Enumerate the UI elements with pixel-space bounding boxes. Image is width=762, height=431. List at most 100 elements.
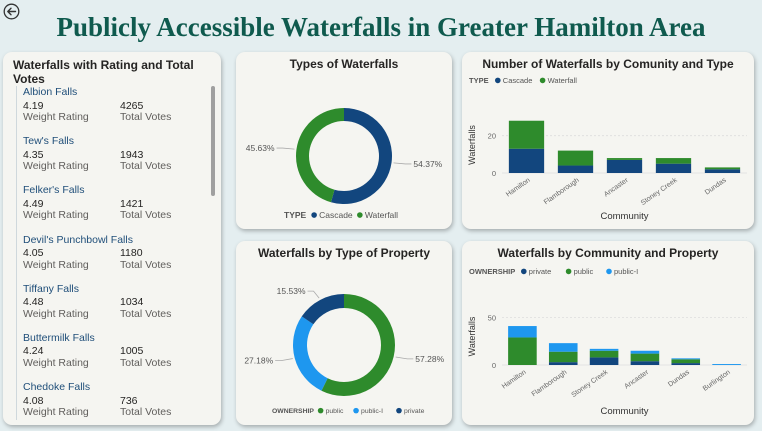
legend-label: Waterfall bbox=[365, 210, 398, 220]
votes-value: 4265 bbox=[120, 99, 144, 112]
leader-line bbox=[275, 358, 293, 362]
waterfall-list[interactable]: Albion Falls 4.19 4265 Weight Rating Total V… bbox=[16, 86, 206, 420]
legend-title: TYPE bbox=[284, 210, 307, 220]
votes-label: Total Votes bbox=[120, 356, 172, 369]
bar-segment bbox=[606, 158, 643, 160]
legend-label: private bbox=[404, 408, 425, 415]
rating-value: 4.49 bbox=[23, 197, 44, 210]
list-item[interactable]: Felker's Falls 4.49 1421 Weight Rating Total… bbox=[16, 184, 206, 234]
waterfall-name: Tew's Falls bbox=[23, 135, 75, 148]
legend-marker bbox=[565, 268, 572, 275]
votes-value: 1943 bbox=[120, 148, 144, 161]
bar-segment bbox=[508, 120, 545, 149]
x-axis-label: Community bbox=[600, 211, 648, 222]
bar-segment bbox=[655, 158, 692, 164]
rating-value: 4.08 bbox=[23, 394, 44, 407]
bar-segment bbox=[630, 353, 660, 362]
values-row: 4.24 1005 bbox=[23, 346, 206, 358]
list-item[interactable]: Buttermilk Falls 4.24 1005 Weight Rating Tot… bbox=[16, 331, 206, 382]
votes-value: 1421 bbox=[120, 197, 144, 210]
x-tick-label: Stoney Creek bbox=[640, 177, 679, 207]
data-label: 57.28% bbox=[415, 354, 444, 364]
waterfall-name: Albion Falls bbox=[23, 86, 78, 98]
legend-marker bbox=[495, 77, 501, 84]
bar-segment bbox=[630, 350, 660, 354]
legend-label: Cascade bbox=[319, 210, 353, 220]
bar-segment bbox=[508, 337, 537, 365]
x-tick-label: Hamilton bbox=[505, 177, 532, 199]
x-tick-label: Dundas bbox=[704, 177, 728, 197]
labels-row: Weight Rating Total Votes bbox=[23, 258, 206, 272]
rating-value: 4.24 bbox=[23, 345, 44, 358]
bar-segment bbox=[589, 350, 619, 358]
community-type-bar-chart: TYPE Cascade Waterfall 0 20 Hamilton Flamborou… bbox=[467, 76, 747, 222]
rating-label: Weight Rating bbox=[23, 406, 89, 419]
donut-slice bbox=[330, 108, 392, 204]
legend-title: OWNERSHIP bbox=[272, 408, 314, 415]
list-scrollbar[interactable] bbox=[211, 86, 215, 196]
data-label: 45.63% bbox=[246, 143, 275, 153]
rating-value: 4.35 bbox=[23, 148, 44, 161]
rating-label: Weight Rating bbox=[23, 209, 89, 222]
legend-label: public bbox=[326, 408, 344, 415]
rating-label: Weight Rating bbox=[23, 258, 89, 271]
rating-label: Weight Rating bbox=[23, 111, 89, 123]
legend-marker bbox=[521, 268, 527, 275]
rating-label: Weight Rating bbox=[23, 307, 89, 320]
votes-value: 1005 bbox=[120, 345, 144, 358]
leader-line bbox=[307, 290, 320, 299]
leader-line bbox=[276, 147, 295, 150]
list-item[interactable]: Chedoke Falls 4.08 736 Weight Rating Total V… bbox=[16, 381, 206, 420]
legend-label: Cascade bbox=[503, 76, 533, 85]
y-axis-label: Waterfalls bbox=[467, 316, 477, 356]
chart-title: Types of Waterfalls bbox=[289, 57, 399, 71]
rating-label: Weight Rating bbox=[23, 356, 89, 369]
back-arrow-icon bbox=[3, 3, 20, 20]
votes-label: Total Votes bbox=[120, 111, 172, 123]
votes-label: Total Votes bbox=[120, 209, 172, 222]
bar-segment bbox=[548, 362, 578, 365]
community-property-chart-card: Waterfalls by Community and Property OWN… bbox=[462, 241, 754, 425]
votes-value: 1034 bbox=[120, 296, 144, 309]
list-item[interactable]: Tew's Falls 4.35 1943 Weight Rating Total Vo… bbox=[16, 135, 206, 185]
bar-segment bbox=[630, 361, 660, 365]
votes-label: Total Votes bbox=[120, 406, 172, 419]
list-item[interactable]: Tiffany Falls 4.48 1034 Weight Rating Total … bbox=[16, 282, 206, 332]
votes-value: 1180 bbox=[120, 247, 143, 260]
types-chart-card: Types of Waterfalls 54.37% 45.63% TYPE Casc… bbox=[236, 52, 452, 229]
x-tick-label: Ancaster bbox=[603, 177, 630, 199]
back-button[interactable] bbox=[3, 3, 20, 20]
list-item[interactable]: Albion Falls 4.19 4265 Weight Rating Total V… bbox=[16, 86, 206, 136]
leader-line bbox=[393, 162, 412, 165]
values-row: 4.35 1943 bbox=[23, 148, 206, 162]
votes-label: Total Votes bbox=[120, 160, 172, 173]
rating-value: 4.05 bbox=[23, 247, 44, 260]
x-tick-label: Flamborough bbox=[543, 177, 581, 206]
page-title: Publicly Accessible Waterfalls in Greate… bbox=[56, 12, 706, 42]
bar-segment bbox=[548, 343, 578, 352]
bar-segment bbox=[508, 148, 545, 173]
data-label: 54.37% bbox=[413, 159, 442, 169]
legend-marker bbox=[311, 212, 317, 218]
data-label: 15.53% bbox=[277, 286, 306, 296]
legend-title: TYPE bbox=[469, 76, 489, 85]
y-tick-label: 0 bbox=[492, 361, 496, 370]
bar-segment bbox=[712, 364, 741, 365]
labels-row: Weight Rating Total Votes bbox=[23, 307, 206, 321]
legend-label: public-I bbox=[361, 408, 383, 415]
labels-row: Weight Rating Total Votes bbox=[23, 407, 206, 419]
waterfall-name: Devil's Punchbowl Falls bbox=[23, 233, 133, 246]
legend-marker bbox=[396, 407, 402, 414]
data-label: 27.18% bbox=[244, 356, 273, 366]
donut-slice bbox=[296, 108, 344, 203]
bar-segment bbox=[548, 351, 578, 363]
community-property-bar-chart: OWNERSHIP private public public-I 0 50 Hamilto… bbox=[467, 267, 747, 417]
list-item[interactable]: Devil's Punchbowl Falls 4.05 1180 Weight Ra… bbox=[16, 233, 206, 283]
values-row: 4.49 1421 bbox=[23, 197, 206, 211]
bar-segment bbox=[671, 363, 701, 365]
donut-slice bbox=[301, 294, 344, 325]
chart-title: Number of Waterfalls by Comunity and Typ… bbox=[482, 57, 734, 71]
votes-label: Total Votes bbox=[120, 258, 172, 271]
bar-segment bbox=[589, 348, 619, 351]
y-axis-label: Waterfalls bbox=[467, 125, 477, 165]
